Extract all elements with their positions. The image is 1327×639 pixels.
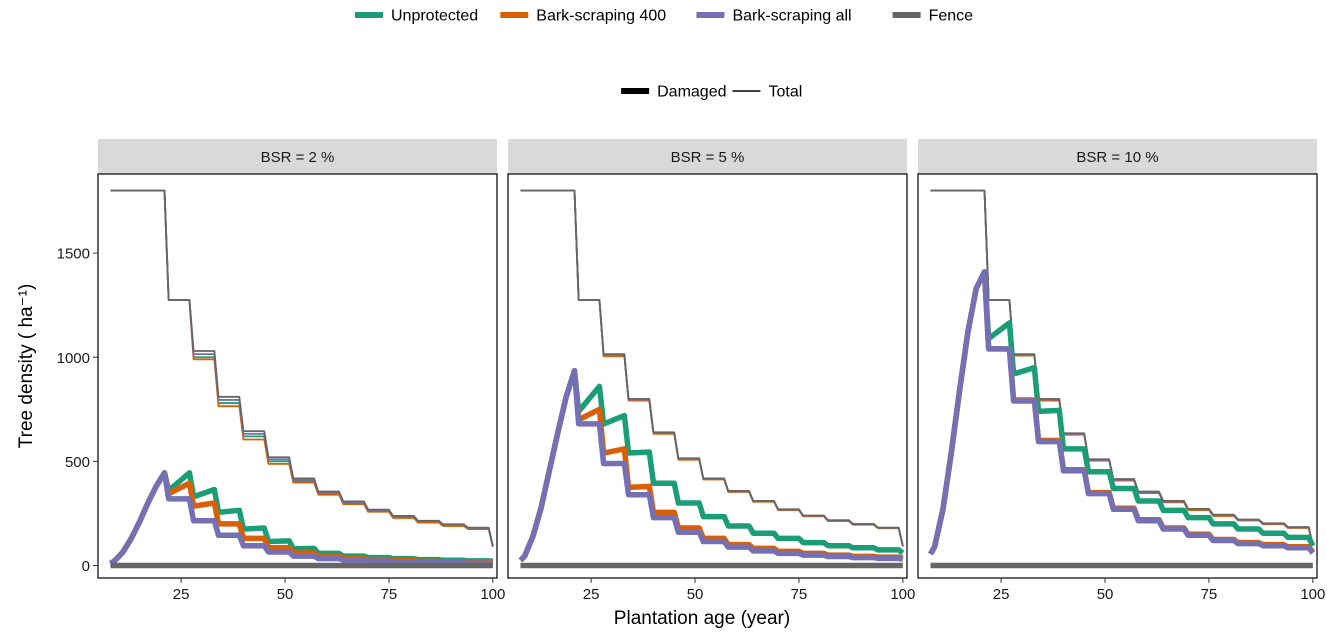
facet-strip [98,139,497,174]
x-tick-label: 25 [993,586,1010,603]
legend: Unprotected Bark-scraping 400 Bark-scrapin… [355,8,973,101]
series-group [518,189,905,569]
facet-strip [918,139,1317,174]
x-tick-label: 25 [173,586,190,603]
x-tick-label: 75 [1201,586,1218,603]
panel-border [97,173,498,579]
series-group [109,189,494,569]
x-tick-label: 100 [890,586,915,603]
series-line-bark-scraping-all-damaged [928,269,1315,556]
x-tick-label: 75 [381,586,398,603]
x-tick-label: 25 [583,586,600,603]
series-line-fence-total [930,189,1314,546]
x-tick-label: 50 [687,586,704,603]
panel-border [917,173,1318,579]
y-tick-label: 1000 [57,350,90,367]
legend-label-total: Total [768,84,802,101]
plot-area [918,174,1317,578]
legend-label-bark-scraping-400: Bark-scraping 400 [536,8,666,25]
series-line-fence-total [520,189,904,547]
y-tick-label: 1500 [57,246,90,263]
facet-strip [508,139,907,174]
series-group [928,189,1316,569]
facet-strip-label: BSR = 2 % [261,149,335,166]
legend-label-bark-scraping-all: Bark-scraping all [732,8,851,25]
y-tick-label: 0 [82,558,90,575]
facet-strip-label: BSR = 5 % [671,149,745,166]
series-line-bark-scraping-400-total [110,189,494,547]
series-line-bark-scraping-all-damaged [109,470,493,567]
legend-label-damaged: Damaged [657,84,726,101]
x-tick-label: 75 [791,586,808,603]
x-tick-label: 100 [480,586,505,603]
facet-strip-label: BSR = 10 % [1076,149,1158,166]
y-tick-label: 500 [65,454,90,471]
series-line-bark-scraping-all-damaged [518,368,904,563]
x-tick-label: 50 [1097,586,1114,603]
legend-label-unprotected: Unprotected [391,8,478,25]
x-tick-label: 100 [1300,586,1325,603]
plot-area [98,174,497,578]
x-axis-title: Plantation age (year) [614,608,790,629]
facet-panel-2: BSR = 5 % 25 50 75 100 [507,139,915,603]
panel-border [507,173,908,579]
x-tick-label: 50 [277,586,294,603]
facet-panel-3: BSR = 10 % 25 50 75 100 [917,139,1325,603]
legend-label-fence: Fence [929,8,974,25]
series-line-fence-total [110,189,494,547]
y-axis-title: Tree density ( ha⁻¹) [16,284,37,449]
